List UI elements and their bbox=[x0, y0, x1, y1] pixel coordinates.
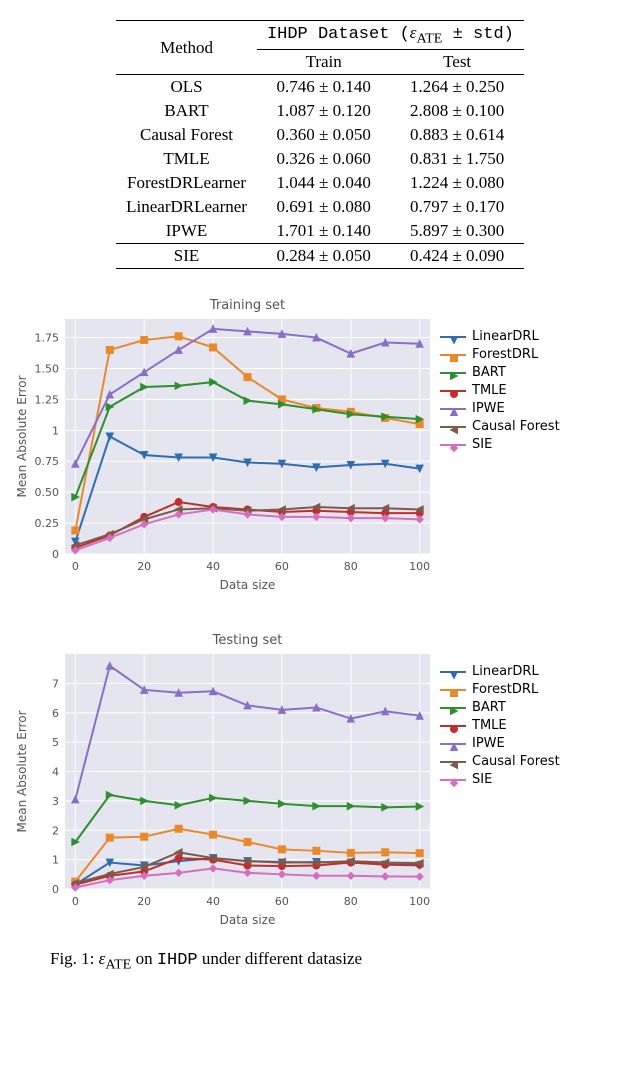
cell-method: ForestDRLearner bbox=[116, 171, 257, 195]
cell-train: 0.326 ± 0.060 bbox=[257, 147, 390, 171]
legend-label: ForestDRL bbox=[472, 347, 538, 362]
col-train-header: Train bbox=[257, 50, 390, 75]
svg-text:1: 1 bbox=[52, 854, 59, 867]
legend-item: LinearDRL bbox=[440, 329, 560, 344]
svg-text:6: 6 bbox=[52, 707, 59, 720]
cell-test: 5.897 ± 0.300 bbox=[390, 219, 523, 244]
svg-text:20: 20 bbox=[137, 895, 151, 908]
svg-text:100: 100 bbox=[409, 895, 430, 908]
svg-text:0.50: 0.50 bbox=[35, 487, 60, 500]
cell-train: 1.701 ± 0.140 bbox=[257, 219, 390, 244]
svg-text:0: 0 bbox=[52, 548, 59, 561]
col-method-header: Method bbox=[116, 21, 257, 75]
svg-text:1.50: 1.50 bbox=[35, 363, 60, 376]
svg-text:80: 80 bbox=[344, 560, 358, 573]
cell-method-sie: SIE bbox=[116, 244, 257, 269]
cell-train: 0.691 ± 0.080 bbox=[257, 195, 390, 219]
cell-test: 0.797 ± 0.170 bbox=[390, 195, 523, 219]
legend-label: Causal Forest bbox=[472, 754, 560, 769]
cell-method: IPWE bbox=[116, 219, 257, 244]
legend-item: SIE bbox=[440, 772, 560, 787]
cell-method: OLS bbox=[116, 75, 257, 100]
cell-test: 2.808 ± 0.100 bbox=[390, 99, 523, 123]
chart-training: 0 0.25 0.50 0.75 1 1.25 1.50 1.75 0 20 40 60 80 100 Da… bbox=[10, 289, 630, 604]
svg-text:Data size: Data size bbox=[220, 913, 276, 927]
svg-text:Mean Absolute Error: Mean Absolute Error bbox=[15, 711, 29, 833]
cell-test: 0.831 ± 1.750 bbox=[390, 147, 523, 171]
svg-text:60: 60 bbox=[275, 895, 289, 908]
legend-label: BART bbox=[472, 365, 506, 380]
chart-svg: 0 0.25 0.50 0.75 1 1.25 1.50 1.75 0 20 40 60 80 100 Da… bbox=[10, 289, 440, 599]
svg-text:0: 0 bbox=[52, 883, 59, 896]
svg-text:7: 7 bbox=[52, 678, 59, 691]
svg-text:0.25: 0.25 bbox=[35, 517, 60, 530]
col-dataset-header: IHDP Dataset (εATE ± std) bbox=[257, 21, 524, 50]
svg-text:2: 2 bbox=[52, 825, 59, 838]
cell-method: TMLE bbox=[116, 147, 257, 171]
cell-test: 1.264 ± 0.250 bbox=[390, 75, 523, 100]
chart-svg: 0 1 2 3 4 5 6 7 0 20 40 60 80 100 Data size Mean Absolu… bbox=[10, 624, 440, 934]
svg-text:Mean Absolute Error: Mean Absolute Error bbox=[15, 376, 29, 498]
legend-training: LinearDRL ForestDRL BART TMLE IPWE Causal For… bbox=[440, 329, 560, 455]
legend-item: SIE bbox=[440, 437, 560, 452]
svg-text:40: 40 bbox=[206, 560, 220, 573]
results-table: Method IHDP Dataset (εATE ± std) Train T… bbox=[116, 20, 524, 269]
legend-item: ForestDRL bbox=[440, 347, 560, 362]
svg-text:1.75: 1.75 bbox=[35, 332, 60, 345]
cell-test: 0.883 ± 0.614 bbox=[390, 123, 523, 147]
cell-train-sie: 0.284 ± 0.050 bbox=[257, 244, 390, 269]
legend-label: TMLE bbox=[472, 383, 507, 398]
svg-text:0.75: 0.75 bbox=[35, 456, 60, 469]
legend-label: SIE bbox=[472, 772, 492, 787]
legend-item: Causal Forest bbox=[440, 419, 560, 434]
svg-text:20: 20 bbox=[137, 560, 151, 573]
svg-text:0: 0 bbox=[72, 895, 79, 908]
svg-text:100: 100 bbox=[409, 560, 430, 573]
legend-label: BART bbox=[472, 700, 506, 715]
svg-text:0: 0 bbox=[72, 560, 79, 573]
cell-method: BART bbox=[116, 99, 257, 123]
legend-label: ForestDRL bbox=[472, 682, 538, 697]
legend-label: LinearDRL bbox=[472, 664, 539, 679]
figure-caption: Fig. 1: εATE on IHDP under different dat… bbox=[50, 949, 590, 973]
svg-text:80: 80 bbox=[344, 895, 358, 908]
cell-train: 1.044 ± 0.040 bbox=[257, 171, 390, 195]
cell-train: 0.746 ± 0.140 bbox=[257, 75, 390, 100]
svg-text:Testing set: Testing set bbox=[212, 633, 283, 648]
svg-text:5: 5 bbox=[52, 737, 59, 750]
chart-testing: 0 1 2 3 4 5 6 7 0 20 40 60 80 100 Data size Mean Absolu… bbox=[10, 624, 630, 939]
legend-testing: LinearDRL ForestDRL BART TMLE IPWE Causal For… bbox=[440, 664, 560, 790]
legend-item: TMLE bbox=[440, 383, 560, 398]
cell-test: 1.224 ± 0.080 bbox=[390, 171, 523, 195]
col-test-header: Test bbox=[390, 50, 523, 75]
cell-train: 1.087 ± 0.120 bbox=[257, 99, 390, 123]
legend-item: BART bbox=[440, 700, 560, 715]
legend-item: ForestDRL bbox=[440, 682, 560, 697]
cell-method: Causal Forest bbox=[116, 123, 257, 147]
legend-item: BART bbox=[440, 365, 560, 380]
svg-text:Training set: Training set bbox=[209, 298, 285, 313]
legend-label: IPWE bbox=[472, 401, 505, 416]
legend-label: IPWE bbox=[472, 736, 505, 751]
svg-text:60: 60 bbox=[275, 560, 289, 573]
svg-text:40: 40 bbox=[206, 895, 220, 908]
legend-item: IPWE bbox=[440, 736, 560, 751]
legend-item: Causal Forest bbox=[440, 754, 560, 769]
cell-method: LinearDRLearner bbox=[116, 195, 257, 219]
legend-label: Causal Forest bbox=[472, 419, 560, 434]
svg-text:Data size: Data size bbox=[220, 578, 276, 592]
legend-label: SIE bbox=[472, 437, 492, 452]
cell-test-sie: 0.424 ± 0.090 bbox=[390, 244, 523, 269]
svg-text:1: 1 bbox=[52, 425, 59, 438]
legend-label: TMLE bbox=[472, 718, 507, 733]
legend-item: TMLE bbox=[440, 718, 560, 733]
svg-text:4: 4 bbox=[52, 766, 59, 779]
legend-label: LinearDRL bbox=[472, 329, 539, 344]
svg-text:3: 3 bbox=[52, 795, 59, 808]
legend-item: IPWE bbox=[440, 401, 560, 416]
svg-text:1.25: 1.25 bbox=[35, 394, 60, 407]
cell-train: 0.360 ± 0.050 bbox=[257, 123, 390, 147]
legend-item: LinearDRL bbox=[440, 664, 560, 679]
